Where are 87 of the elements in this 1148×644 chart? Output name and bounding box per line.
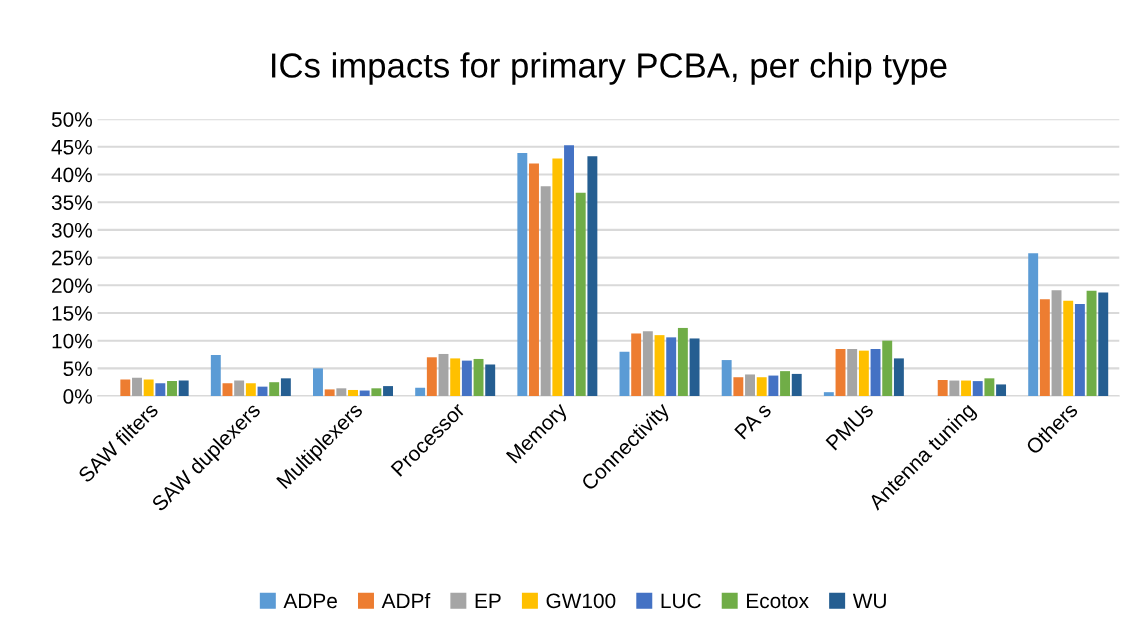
bar (619, 351, 630, 397)
legend-label: Ecotox (747, 593, 809, 609)
bar (461, 360, 472, 397)
y-tick-label: 25% (52, 250, 92, 266)
bar (984, 378, 995, 397)
legend-label: ADPe (283, 593, 337, 609)
bar (485, 364, 496, 397)
bar (575, 192, 586, 397)
x-tick-label: PA s (734, 401, 772, 440)
bar (937, 380, 948, 397)
y-tick-label: 40% (51, 167, 92, 183)
bar (847, 348, 858, 397)
bar (949, 380, 960, 397)
bar (517, 152, 528, 397)
bar (450, 358, 461, 397)
bar (1051, 290, 1062, 397)
bar (336, 388, 347, 397)
bar (438, 353, 449, 397)
bar (210, 355, 221, 397)
bar (234, 380, 245, 397)
y-tick-label: 10% (52, 333, 92, 349)
y-tick-label: 35% (51, 195, 92, 210)
bar (1039, 299, 1050, 397)
bar (745, 374, 755, 397)
bar (1028, 253, 1039, 397)
bar (882, 340, 893, 397)
bar (756, 377, 767, 397)
bar (791, 373, 802, 397)
y-tick-label: 5% (63, 361, 92, 377)
bar (858, 350, 869, 397)
legend-label: WU (852, 593, 886, 609)
bar (167, 381, 177, 397)
bar (426, 357, 437, 397)
bar (178, 380, 189, 397)
bar (132, 377, 142, 397)
bar (415, 387, 426, 397)
legend-label: EP (475, 593, 501, 609)
y-tick-label: 15% (52, 306, 92, 321)
bar (120, 379, 131, 397)
bar (1098, 292, 1109, 397)
bar (1074, 304, 1085, 397)
y-tick-label: 0% (63, 389, 92, 404)
bar (961, 380, 971, 397)
y-tick-label: 50% (51, 112, 92, 127)
bar (721, 360, 732, 397)
bar (780, 371, 791, 397)
y-tick-label: 20% (52, 278, 92, 294)
bar (155, 383, 166, 397)
bar (473, 358, 484, 397)
chart-title: ICs impacts for primary PCBA, per chip type (272, 52, 947, 85)
bar (359, 390, 370, 397)
bar (324, 389, 335, 397)
bar (143, 379, 154, 397)
bar (269, 382, 280, 397)
bar (564, 145, 574, 397)
bar (733, 377, 744, 397)
bar (529, 163, 539, 397)
bar (383, 386, 393, 397)
legend-label: GW100 (546, 593, 616, 609)
bar (245, 383, 256, 397)
bar (280, 378, 291, 397)
bar (371, 388, 382, 397)
bar (870, 348, 881, 397)
bar (893, 358, 904, 397)
bar (666, 337, 677, 397)
bar (972, 381, 983, 397)
bar (348, 389, 358, 397)
bar (1063, 300, 1074, 397)
bar (313, 368, 323, 397)
legend-label: ADPf (381, 592, 431, 609)
legend-label: LUC (661, 593, 701, 609)
bar (996, 384, 1007, 397)
bar (642, 331, 653, 397)
bar (768, 375, 779, 397)
bar (1086, 290, 1097, 397)
bar (835, 348, 846, 397)
bar (552, 158, 563, 397)
bar (540, 186, 551, 397)
bar (587, 156, 598, 397)
y-tick-label: 45% (51, 139, 92, 155)
y-tick-label: 30% (51, 222, 92, 238)
bar (677, 327, 688, 397)
bar (654, 335, 665, 397)
bar (222, 383, 233, 397)
bar (823, 392, 834, 397)
bar (689, 338, 700, 397)
bar (631, 333, 642, 397)
